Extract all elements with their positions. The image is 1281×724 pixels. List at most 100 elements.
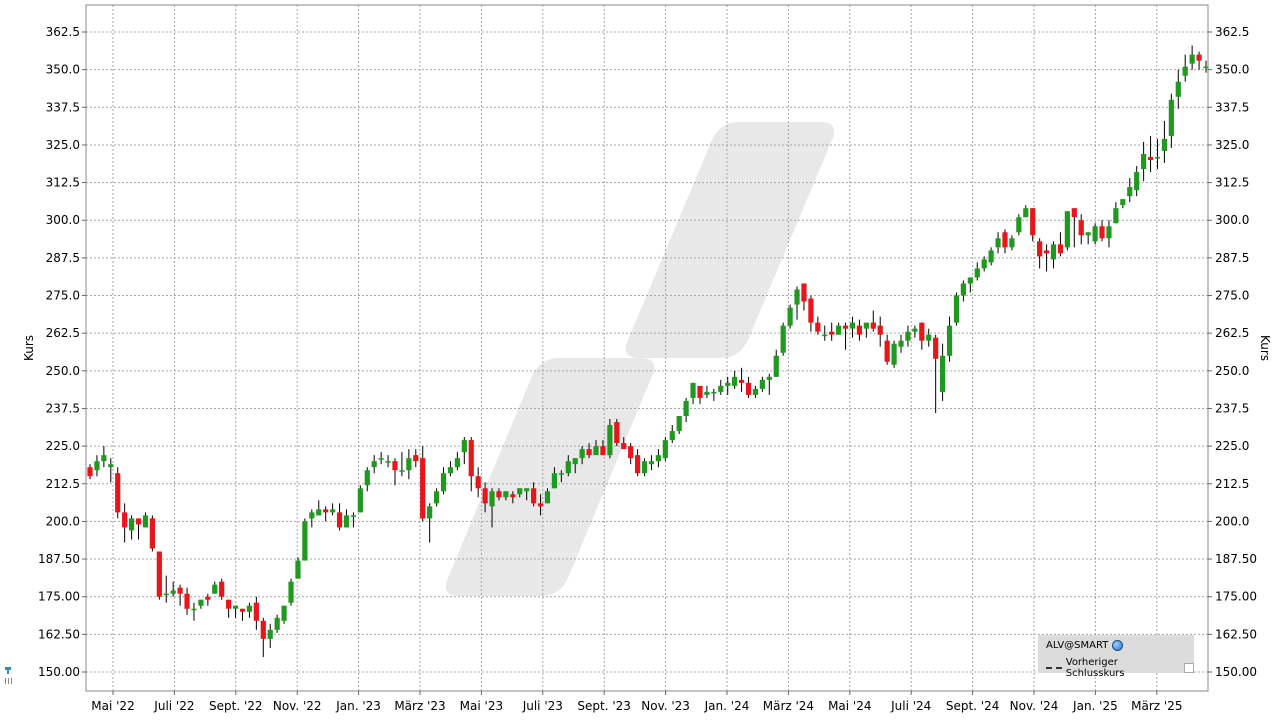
y-tick-right-label: 225.0 — [1215, 439, 1249, 453]
candle-body — [1099, 226, 1105, 239]
candle-body — [406, 458, 412, 471]
candle-body — [1196, 54, 1202, 61]
candle-body — [891, 343, 897, 365]
candle-body — [829, 331, 835, 335]
candle-body — [565, 461, 571, 474]
candle-body — [933, 337, 939, 359]
candles — [87, 45, 1209, 657]
grid — [86, 5, 1208, 691]
y-tick-left-label: 237.5 — [46, 401, 80, 415]
checkbox-icon[interactable] — [1184, 663, 1194, 673]
candle-body — [1050, 244, 1057, 260]
y-axis-left: 362.5 350.0 337.5 325.0 312.5 300.0 287.5 275.0… — [38, 25, 86, 679]
candle-body — [842, 325, 849, 329]
candle-body — [1064, 211, 1070, 248]
candle-body — [593, 446, 599, 456]
candle-body — [787, 307, 793, 326]
x-tick-label: Sept. '23 — [577, 699, 631, 713]
candle-body — [357, 488, 363, 513]
candle-body — [1085, 232, 1091, 236]
y-tick-left-label: 337.5 — [46, 100, 80, 114]
y-tick-left-label: 250.0 — [46, 364, 80, 378]
candle-body — [177, 587, 183, 594]
candle-body — [856, 325, 863, 335]
y-tick-left-label: 325.0 — [46, 138, 80, 152]
x-tick-label: Nov. '24 — [1010, 699, 1059, 713]
candle-body — [454, 458, 460, 468]
candle-body — [960, 283, 966, 296]
candle-body — [884, 340, 890, 362]
candle-body — [212, 584, 218, 594]
x-tick-label: Mai '23 — [460, 699, 503, 713]
candle-body — [1182, 66, 1188, 76]
candle-body — [1168, 99, 1174, 136]
candle-body — [184, 593, 190, 609]
candle-body — [808, 298, 814, 323]
y-tick-right-label: 237.5 — [1215, 401, 1249, 415]
candle-body — [759, 379, 765, 389]
candle-body — [621, 443, 627, 450]
candle-body — [503, 491, 509, 498]
candle-body — [433, 491, 440, 504]
candle-body — [343, 515, 350, 528]
x-tick-label: Jan. '23 — [335, 699, 381, 713]
legend: ALV@SMART Vorheriger Schlusskurs — [1038, 635, 1194, 679]
x-tick-label: März '23 — [394, 699, 445, 713]
candle-body — [974, 268, 980, 278]
globe-icon[interactable] — [1112, 640, 1124, 651]
y-tick-right-label: 150.00 — [1215, 665, 1257, 679]
y-tick-right-label: 300.0 — [1215, 213, 1249, 227]
candle-body — [725, 382, 731, 386]
y-tick-right-label: 162.50 — [1215, 627, 1257, 641]
candle-body — [953, 295, 960, 323]
candle-body — [1043, 250, 1050, 254]
candle-body — [323, 509, 329, 513]
candle-body — [648, 461, 655, 465]
y-tick-left-label: 312.5 — [46, 176, 80, 190]
candle-body — [246, 605, 253, 612]
candle-body — [108, 464, 114, 468]
y-tick-left-label: 300.0 — [46, 213, 80, 227]
candle-body — [1134, 172, 1140, 191]
candle-body — [295, 560, 301, 579]
candle-body — [1078, 220, 1084, 236]
candle-body — [101, 455, 107, 462]
candle-body — [1016, 217, 1022, 233]
candle-body — [281, 605, 287, 621]
y-tick-left-label: 350.0 — [46, 63, 80, 77]
side-toolbar-icon[interactable] — [4, 666, 14, 688]
candle-body — [794, 289, 800, 305]
candle-body — [1030, 208, 1036, 236]
candle-body — [898, 340, 904, 347]
candle-body — [496, 491, 502, 498]
candle-body — [191, 608, 197, 611]
y-axis-left-label: Kurs — [22, 335, 36, 361]
candle-body — [1092, 226, 1098, 242]
candle-body — [288, 581, 294, 603]
candle-body — [870, 322, 876, 329]
y-axis-right: 362.5 350.0 337.5 325.0 312.5 300.0 287.5 275.0… — [1208, 25, 1257, 679]
candle-body — [524, 488, 530, 492]
candle-body — [517, 488, 523, 495]
y-tick-left-label: 212.5 — [46, 477, 80, 491]
candle-body — [905, 331, 911, 341]
candle-body — [115, 473, 121, 513]
candle-body — [378, 458, 384, 460]
candle-body — [1154, 156, 1161, 159]
x-tick-label: März '25 — [1131, 699, 1182, 713]
candle-body — [766, 376, 772, 380]
candle-body — [544, 491, 551, 504]
candle-body — [1141, 153, 1147, 170]
dashed-line-icon — [1046, 667, 1062, 669]
y-tick-left-label: 187.50 — [38, 552, 80, 566]
candle-body — [239, 608, 246, 612]
candle-body — [579, 449, 585, 459]
y-tick-left-label: 150.00 — [38, 665, 80, 679]
candle-body — [822, 334, 828, 337]
candle-body — [475, 476, 481, 489]
candle-body — [849, 322, 856, 329]
candle-body — [1175, 81, 1181, 97]
candle-body — [655, 455, 661, 462]
